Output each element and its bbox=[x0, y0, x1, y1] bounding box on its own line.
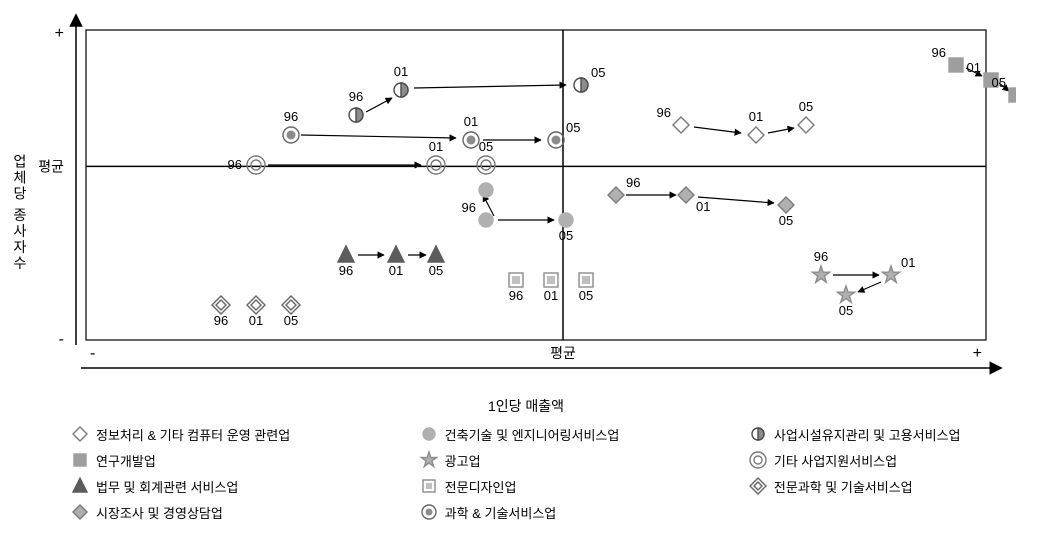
legend-item-biz_support: 기타 사업지원서비스업 bbox=[748, 450, 1053, 470]
svg-text:01: 01 bbox=[394, 64, 408, 79]
svg-text:05: 05 bbox=[779, 213, 793, 228]
legend-label: 전문과학 및 기술서비스업 bbox=[774, 477, 913, 496]
point-ads: 96 bbox=[812, 249, 829, 282]
point-arch_eng bbox=[479, 183, 493, 197]
svg-text:01: 01 bbox=[429, 139, 443, 154]
point-law_acct: 01 bbox=[388, 246, 404, 278]
svg-text:96: 96 bbox=[228, 157, 242, 172]
svg-text:01: 01 bbox=[901, 255, 915, 270]
svg-text:평균: 평균 bbox=[38, 158, 64, 174]
legend: 정보처리 & 기타 컴퓨터 운영 관련업 건축기술 및 엔지니어링서비스업 사업시설… bbox=[70, 424, 1053, 522]
point-sci_tech: 05 bbox=[548, 120, 580, 148]
legend-item-mkt_consult: 시장조사 및 경영상담업 bbox=[70, 502, 383, 522]
point-law_acct: 96 bbox=[338, 246, 354, 278]
svg-text:-: - bbox=[90, 345, 95, 362]
legend-label: 전문디자인업 bbox=[445, 477, 517, 496]
svg-text:01: 01 bbox=[544, 288, 558, 303]
legend-label: 연구개발업 bbox=[96, 451, 156, 470]
point-pro_sci_tech: 05 bbox=[282, 296, 300, 328]
point-rnd: 96 bbox=[932, 45, 963, 72]
legend-item-facility_emp: 사업시설유지관리 및 고용서비스업 bbox=[748, 424, 1053, 444]
x-axis-label: 1인당 매출액 bbox=[36, 396, 1016, 416]
svg-text:05: 05 bbox=[559, 228, 573, 243]
point-rnd: 05 bbox=[992, 75, 1016, 102]
svg-text:96: 96 bbox=[214, 313, 228, 328]
point-mkt_consult: 96 bbox=[608, 175, 640, 203]
svg-text:01: 01 bbox=[967, 60, 981, 75]
legend-label: 정보처리 & 기타 컴퓨터 운영 관련업 bbox=[96, 425, 290, 444]
svg-text:01: 01 bbox=[749, 109, 763, 124]
svg-text:01: 01 bbox=[696, 199, 710, 214]
point-arch_eng: 05 bbox=[559, 213, 573, 243]
svg-text:96: 96 bbox=[657, 105, 671, 120]
point-sci_tech: 96 bbox=[283, 109, 299, 143]
point-design: 96 bbox=[509, 273, 523, 303]
point-pro_sci_tech: 01 bbox=[247, 296, 265, 328]
y-axis-label: 업체당 종사자수 bbox=[10, 154, 30, 272]
point-design: 01 bbox=[544, 273, 558, 303]
legend-item-pro_sci_tech: 전문과학 및 기술서비스업 bbox=[748, 476, 1053, 496]
legend-item-info_it: 정보처리 & 기타 컴퓨터 운영 관련업 bbox=[70, 424, 383, 444]
svg-text:+: + bbox=[55, 25, 64, 42]
point-sci_tech: 01 bbox=[463, 114, 479, 148]
legend-item-design: 전문디자인업 bbox=[419, 476, 712, 496]
svg-text:05: 05 bbox=[992, 75, 1006, 90]
svg-text:05: 05 bbox=[579, 288, 593, 303]
point-info_it: 96 bbox=[657, 105, 689, 133]
svg-text:05: 05 bbox=[839, 303, 853, 318]
svg-text:96: 96 bbox=[339, 263, 353, 278]
svg-text:05: 05 bbox=[479, 139, 493, 154]
point-facility_emp: 01 bbox=[394, 64, 408, 97]
legend-item-rnd: 연구개발업 bbox=[70, 450, 383, 470]
point-biz_support: 01 bbox=[427, 139, 445, 174]
svg-text:05: 05 bbox=[284, 313, 298, 328]
svg-text:05: 05 bbox=[429, 263, 443, 278]
svg-text:96: 96 bbox=[349, 89, 363, 104]
point-facility_emp: 05 bbox=[574, 65, 605, 92]
point-pro_sci_tech: 96 bbox=[212, 296, 230, 328]
svg-text:평균: 평균 bbox=[550, 345, 576, 361]
svg-text:-: - bbox=[59, 331, 64, 348]
svg-text:96: 96 bbox=[932, 45, 946, 60]
svg-text:96: 96 bbox=[814, 249, 828, 264]
point-mkt_consult: 05 bbox=[778, 197, 794, 228]
point-facility_emp: 96 bbox=[349, 89, 363, 122]
legend-label: 기타 사업지원서비스업 bbox=[774, 451, 897, 470]
svg-text:96: 96 bbox=[626, 175, 640, 190]
point-info_it: 05 bbox=[798, 99, 814, 133]
scatter-chart-svg: +평균--평균+96010596010596010596010596059601… bbox=[36, 10, 1016, 390]
legend-label: 법무 및 회계관련 서비스업 bbox=[96, 477, 238, 496]
legend-label: 광고업 bbox=[445, 451, 481, 470]
chart-area: +평균--평균+96010596010596010596010596059601… bbox=[36, 10, 1016, 416]
point-biz_support: 96 bbox=[228, 156, 265, 174]
chart-container: 업체당 종사자수 +평균--평균+96010596010596010596010… bbox=[10, 10, 1053, 416]
point-law_acct: 05 bbox=[428, 246, 444, 278]
legend-item-sci_tech: 과학 & 기술서비스업 bbox=[419, 502, 712, 522]
legend-item-ads: 광고업 bbox=[419, 450, 712, 470]
svg-text:+: + bbox=[973, 345, 982, 362]
legend-label: 과학 & 기술서비스업 bbox=[445, 503, 557, 522]
svg-text:05: 05 bbox=[799, 99, 813, 114]
legend-label: 사업시설유지관리 및 고용서비스업 bbox=[774, 425, 961, 444]
legend-item-law_acct: 법무 및 회계관련 서비스업 bbox=[70, 476, 383, 496]
svg-text:05: 05 bbox=[566, 120, 580, 135]
legend-item-arch_eng: 건축기술 및 엔지니어링서비스업 bbox=[419, 424, 712, 444]
point-design: 05 bbox=[579, 273, 593, 303]
point-info_it: 01 bbox=[748, 109, 764, 143]
svg-text:01: 01 bbox=[389, 263, 403, 278]
svg-text:96: 96 bbox=[462, 200, 476, 215]
svg-text:01: 01 bbox=[249, 313, 263, 328]
svg-text:05: 05 bbox=[591, 65, 605, 80]
point-ads: 05 bbox=[837, 286, 854, 318]
svg-text:01: 01 bbox=[464, 114, 478, 129]
point-biz_support: 05 bbox=[477, 139, 495, 174]
legend-label: 시장조사 및 경영상담업 bbox=[96, 503, 223, 522]
point-ads: 01 bbox=[882, 255, 915, 282]
point-mkt_consult: 01 bbox=[678, 187, 710, 214]
svg-text:96: 96 bbox=[284, 109, 298, 124]
legend-label: 건축기술 및 엔지니어링서비스업 bbox=[445, 425, 620, 444]
svg-text:96: 96 bbox=[509, 288, 523, 303]
